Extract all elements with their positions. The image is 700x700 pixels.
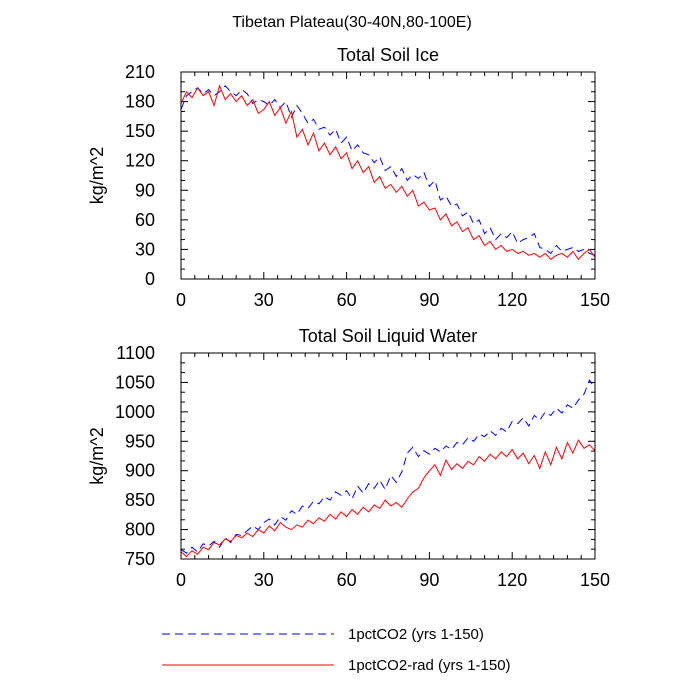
x-tick-label: 120 [497,570,527,590]
x-tick-label: 0 [176,570,186,590]
x-tick-label: 60 [337,570,357,590]
y-tick-label: 800 [125,520,155,540]
panel-total-soil-ice: Total Soil Ice kg/m^2 0 30 60 90 120 150 0 30 60 90… [87,45,610,310]
y-tick-label: 900 [125,461,155,481]
plot-frame [180,71,596,280]
series-line-1pctco2 [181,379,595,554]
plot-frame [180,352,596,560]
y-tick-label: 1000 [115,402,155,422]
y-tick-label: 180 [125,92,155,112]
series-line-1pctco2-rad [181,84,595,261]
y-tick-label: 950 [125,431,155,451]
x-tick-label: 150 [580,290,610,310]
legend-label: 1pctCO2-rad (yrs 1-150) [348,657,511,674]
legend-label: 1pctCO2 (yrs 1-150) [348,626,484,643]
y-tick-label: 0 [145,269,155,289]
y-tick-label: 60 [135,210,155,230]
y-tick-label: 750 [125,549,155,569]
series-line-1pctco2 [181,85,595,256]
y-axis-label: kg/m^2 [87,427,107,484]
y-tick-label: 210 [125,62,155,82]
x-tick-label: 90 [419,290,439,310]
y-axis-label: kg/m^2 [87,147,107,204]
y-tick-label: 1100 [116,343,155,363]
y-tick-label: 90 [135,180,155,200]
series-line-1pctco2-rad [181,439,595,558]
y-tick-label: 1050 [115,372,155,392]
y-tick-label: 150 [125,121,155,141]
figure-title: Tibetan Plateau(30-40N,80-100E) [232,14,472,31]
x-tick-label: 120 [497,290,527,310]
panel-title: Total Soil Liquid Water [299,326,477,346]
panel-total-soil-liquid-water: Total Soil Liquid Water kg/m^2 0 30 60 90 120 1… [87,326,610,590]
x-tick-label: 0 [176,290,186,310]
panel-title: Total Soil Ice [337,45,439,65]
x-tick-label: 30 [254,290,274,310]
x-tick-label: 90 [419,570,439,590]
y-tick-label: 30 [135,239,155,259]
y-tick-label: 120 [125,151,155,171]
legend: 1pctCO2 (yrs 1-150) 1pctCO2-rad (yrs 1-15… [162,626,511,674]
x-tick-label: 60 [337,290,357,310]
x-tick-label: 30 [254,570,274,590]
x-tick-label: 150 [580,570,610,590]
y-tick-label: 850 [125,490,155,510]
